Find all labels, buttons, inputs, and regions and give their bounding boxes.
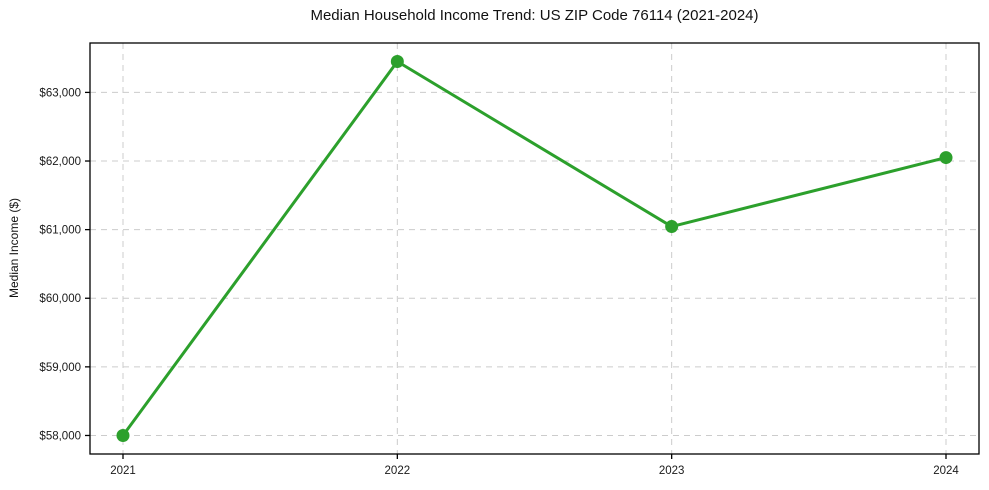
x-tick-label: 2024	[933, 465, 959, 477]
chart-title: Median Household Income Trend: US ZIP Co…	[310, 7, 759, 24]
y-tick-label: $60,000	[39, 293, 81, 305]
data-point-2023	[665, 220, 679, 234]
data-point-2021	[116, 428, 130, 442]
y-tick-label: $58,000	[39, 430, 81, 442]
y-tick-label: $59,000	[39, 362, 81, 374]
data-point-2024	[939, 151, 953, 165]
x-tick-label: 2023	[659, 465, 685, 477]
y-tick-label: $63,000	[39, 87, 81, 99]
data-point-2022	[390, 55, 404, 69]
x-tick-label: 2022	[385, 465, 411, 477]
y-tick-label: $62,000	[39, 156, 81, 168]
plot-border	[89, 42, 980, 455]
x-tick-label: 2021	[110, 465, 136, 477]
trend-line	[121, 60, 948, 437]
y-tick-label: $61,000	[39, 225, 81, 237]
